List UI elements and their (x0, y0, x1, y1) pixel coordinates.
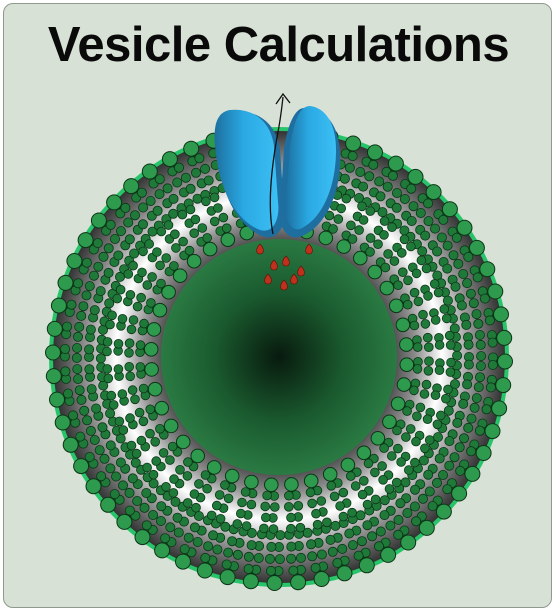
page-title: Vesicle Calculations (47, 18, 510, 72)
lipid-molecule (322, 467, 357, 522)
lipid-molecule (116, 478, 166, 530)
lipid-molecule (102, 337, 159, 358)
transport-arrow-icon (269, 92, 291, 235)
cargo-molecule-icon (256, 243, 313, 291)
lipid-molecule (396, 377, 453, 404)
lipid-molecule (126, 418, 179, 459)
lipid-molecule (206, 468, 240, 524)
lipid-molecule (154, 501, 197, 559)
lipid-molecule (399, 330, 456, 353)
lipid-molecule (427, 239, 485, 281)
lipid-molecule (201, 192, 236, 247)
vesicle-lumen (161, 239, 397, 475)
lipid-molecule (379, 255, 432, 296)
lipid-molecule (123, 260, 176, 300)
lipid-molecule (284, 528, 307, 591)
lipid-molecule (447, 306, 509, 334)
lipid-molecule (66, 253, 126, 291)
lipid-molecule (377, 168, 424, 224)
lipid-molecule (303, 473, 332, 530)
lipid-molecule (102, 361, 159, 384)
lipid-molecule (264, 529, 286, 591)
cargo-molecule (280, 279, 288, 291)
lipid-molecule (417, 219, 473, 265)
lipid-molecule (449, 369, 512, 394)
lipid-molecule (177, 204, 218, 257)
vesicle-icon (45, 92, 513, 591)
lipid-molecule (367, 234, 416, 280)
lipid-molecule (442, 283, 504, 316)
membrane-channel-icon (214, 106, 341, 238)
lipid-molecule (340, 457, 381, 510)
lipid-molecule (106, 381, 163, 410)
cargo-molecule (264, 273, 272, 285)
lipid-molecule (138, 239, 188, 284)
lipid-molecule (112, 284, 168, 318)
lipid-molecule (389, 279, 444, 314)
lipid-molecule (355, 505, 397, 563)
figure-panel: Vesicle Calculations (3, 3, 552, 608)
lipid-molecule (353, 216, 397, 266)
lipid-molecule (451, 350, 513, 371)
lipid-molecule (100, 464, 153, 513)
lipid-molecule (141, 163, 187, 219)
lipid-molecule (450, 329, 513, 352)
lipid-molecule (423, 439, 481, 482)
lipid-molecule (90, 212, 146, 259)
lipid-molecule (336, 201, 376, 254)
lipid-molecule (232, 474, 259, 531)
lipid-molecule (395, 304, 452, 333)
lipid-molecule (114, 400, 169, 435)
lipid-molecule (123, 178, 172, 231)
lipid-molecule (392, 184, 442, 236)
lipid-molecule (242, 528, 267, 590)
lipid-molecule (49, 380, 111, 408)
lipid-molecule (46, 320, 109, 345)
lipid-molecule (440, 405, 501, 440)
lipid-molecule (446, 387, 508, 417)
cargo-molecule (297, 265, 305, 277)
cargo-molecule (270, 259, 278, 271)
lipid-molecule (370, 431, 420, 475)
lipid-molecule (105, 310, 162, 337)
lipid-molecule (45, 342, 107, 364)
lipid-molecule (302, 525, 330, 587)
lipid-molecule (182, 460, 222, 513)
lipid-molecule (156, 220, 202, 269)
lipid-molecule (386, 483, 435, 536)
lipid-molecule (320, 520, 353, 582)
lipid-molecule (405, 201, 458, 250)
lipid-molecule (50, 297, 112, 327)
lipid-molecule (142, 434, 191, 480)
cargo-molecule (282, 255, 290, 267)
lipid-molecule (390, 396, 446, 430)
lipid-molecule (259, 477, 280, 534)
lipid-molecule (356, 445, 402, 494)
lipid-molecule (183, 140, 220, 200)
lipid-molecule (106, 194, 158, 244)
lipid-molecule (134, 490, 181, 546)
lipid-molecule (54, 398, 116, 431)
cargo-molecule (305, 243, 313, 255)
lipid-molecule (161, 448, 205, 498)
lipid-molecule (161, 151, 203, 209)
lipid-molecule (73, 433, 131, 475)
lipid-molecule (77, 232, 135, 275)
cargo-molecule (290, 273, 298, 285)
lipid-molecule (62, 416, 122, 453)
lipid-molecule (399, 356, 456, 377)
lipid-molecule (175, 510, 213, 570)
lipid-molecule (382, 414, 435, 454)
cargo-molecule (256, 243, 264, 255)
lipid-molecule (283, 477, 306, 534)
